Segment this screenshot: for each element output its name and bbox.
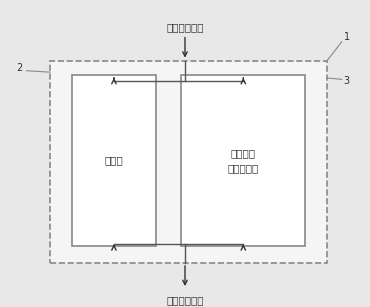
Text: 2: 2 (16, 63, 22, 73)
Bar (50, 60, 327, 263)
Bar (181, 75, 305, 246)
Text: 1: 1 (343, 33, 350, 42)
Text: 电子式表
及机械式表: 电子式表 及机械式表 (228, 148, 259, 173)
Text: 电阻片: 电阻片 (105, 155, 123, 165)
Bar (72, 75, 156, 246)
Text: 3: 3 (343, 76, 350, 86)
Text: 泄漏电流流入: 泄漏电流流入 (166, 22, 204, 32)
Text: 泄漏电流流出: 泄漏电流流出 (166, 295, 204, 305)
